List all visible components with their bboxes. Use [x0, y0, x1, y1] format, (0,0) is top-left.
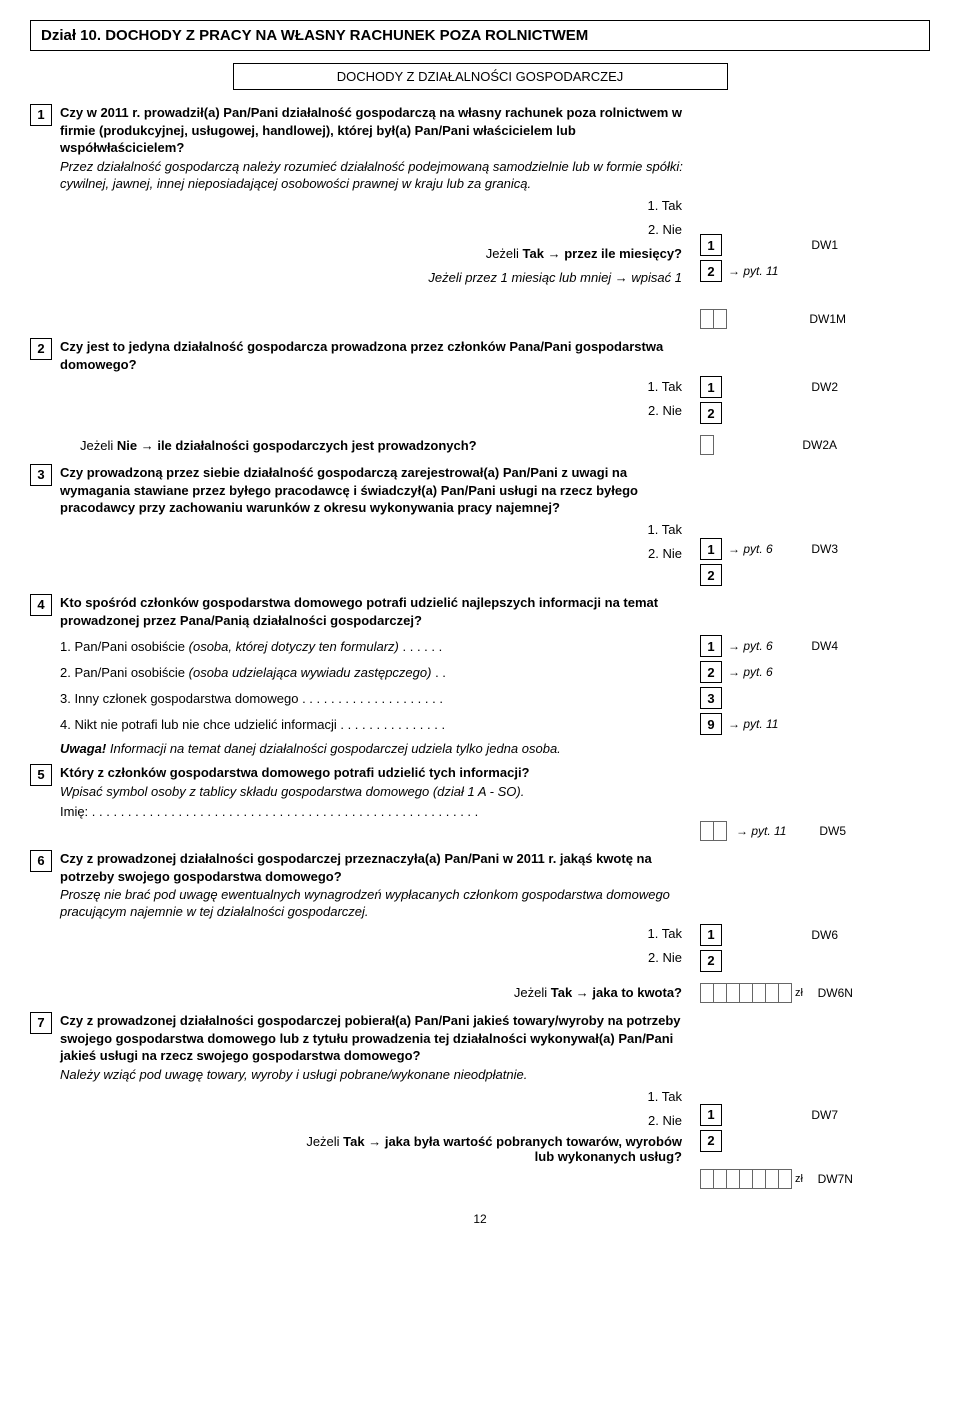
q1-nie-code[interactable]: 2 [700, 260, 722, 282]
q2-nie-label: 2. Nie [60, 403, 692, 418]
page-number: 12 [30, 1212, 930, 1226]
q7-amount-input[interactable] [700, 1169, 791, 1189]
q3-nie-code[interactable]: 2 [700, 564, 722, 586]
q1-tak-var: DW1 [792, 238, 838, 252]
q4-opt1-skip: → pyt. 6 [728, 639, 784, 653]
q7-nie-code[interactable]: 2 [700, 1130, 722, 1152]
q7-note: Należy wziąć pod uwagę towary, wyroby i … [60, 1067, 692, 1084]
section-title: Dział 10. DOCHODY Z PRACY NA WŁASNY RACH… [30, 20, 930, 51]
q7-unit: zł [795, 1173, 803, 1185]
q7-tak-label: 1. Tak [60, 1089, 692, 1104]
q7-number: 7 [30, 1012, 52, 1034]
q2-count-var: DW2A [791, 438, 837, 452]
q5-symbol-input[interactable] [700, 821, 726, 841]
q3-text: Czy prowadzoną przez siebie działalność … [60, 464, 692, 517]
q6-number: 6 [30, 850, 52, 872]
q2-follow-prompt: Jeżeli Nie → ile działalności gospodarcz… [80, 438, 477, 453]
q1-tak-code[interactable]: 1 [700, 234, 722, 256]
q7-follow-prompt: Jeżeli Tak → jaka była wartość pobranych… [306, 1134, 682, 1164]
q4-opt3-code[interactable]: 3 [700, 687, 722, 709]
q4-opt4-skip: → pyt. 11 [728, 717, 784, 731]
q1-follow-note: Jeżeli przez 1 miesiąc lub mniej → wpisa… [60, 270, 692, 287]
q1-months-input[interactable] [700, 309, 726, 329]
q5-var: DW5 [800, 824, 846, 838]
q1-follow-prompt: Jeżeli Tak → przez ile miesięcy? [486, 246, 682, 261]
q7-text: Czy z prowadzonej działalności gospodarc… [60, 1012, 692, 1065]
q1-months-var: DW1M [800, 312, 846, 326]
q4-text: Kto spośród członków gospodarstwa domowe… [60, 594, 692, 629]
q2-tak-label: 1. Tak [60, 379, 692, 394]
q4-opt1-code[interactable]: 1 [700, 635, 722, 657]
q4-opt2-code[interactable]: 2 [700, 661, 722, 683]
q7-tak-var: DW7 [792, 1108, 838, 1122]
q2-count-input[interactable] [700, 435, 713, 455]
q7-nie-label: 2. Nie [60, 1113, 692, 1128]
q4-opt2-skip: → pyt. 6 [728, 665, 784, 679]
q2-number: 2 [30, 338, 52, 360]
q2-text: Czy jest to jedyna działalność gospodarc… [60, 338, 692, 373]
q3-tak-code[interactable]: 1 [700, 538, 722, 560]
q3-tak-var: DW3 [792, 542, 838, 556]
q6-nie-label: 2. Nie [60, 950, 692, 965]
q3-tak-label: 1. Tak [60, 522, 692, 537]
q6-tak-label: 1. Tak [60, 926, 692, 941]
q7-tak-code[interactable]: 1 [700, 1104, 722, 1126]
q4-opt3: 3. Inny członek gospodarstwa domowego . … [60, 691, 700, 706]
q4-opt4: 4. Nikt nie potrafi lub nie chce udzieli… [60, 717, 700, 732]
q1-nie-label: 2. Nie [60, 222, 692, 237]
q3-tak-skip: → pyt. 6 [728, 542, 784, 556]
q4-note: Uwaga! Informacji na temat danej działal… [60, 741, 930, 758]
q6-tak-var: DW6 [792, 928, 838, 942]
q6-tak-code[interactable]: 1 [700, 924, 722, 946]
q4-opt4-code[interactable]: 9 [700, 713, 722, 735]
q5-imie-line: Imię: . . . . . . . . . . . . . . . . . … [60, 804, 692, 819]
q6-nie-code[interactable]: 2 [700, 950, 722, 972]
q4-opt1: 1. Pan/Pani osobiście (osoba, której dot… [60, 639, 700, 654]
q5-text: Który z członków gospodarstwa domowego p… [60, 764, 692, 782]
q5-number: 5 [30, 764, 52, 786]
q4-number: 4 [30, 594, 52, 616]
q3-nie-label: 2. Nie [60, 546, 692, 561]
q6-note: Proszę nie brać pod uwagę ewentualnych w… [60, 887, 692, 921]
q1-tak-label: 1. Tak [60, 198, 692, 213]
q3-number: 3 [30, 464, 52, 486]
q1-nie-skip: → pyt. 11 [728, 264, 784, 278]
q4-opt1-var: DW4 [792, 639, 838, 653]
q7-amount-var: DW7N [807, 1172, 853, 1186]
q5-note: Wpisać symbol osoby z tablicy składu gos… [60, 784, 692, 801]
q1-note: Przez działalność gospodarczą należy roz… [60, 159, 692, 193]
q2-tak-var: DW2 [792, 380, 838, 394]
subsection-title: DOCHODY Z DZIAŁALNOŚCI GOSPODARCZEJ [233, 63, 728, 90]
q4-opt2: 2. Pan/Pani osobiście (osoba udzielająca… [60, 665, 700, 680]
q1-text: Czy w 2011 r. prowadził(a) Pan/Pani dzia… [60, 104, 692, 157]
q6-follow-prompt: Jeżeli Tak → jaka to kwota? [514, 985, 682, 1000]
q6-amount-var: DW6N [807, 986, 853, 1000]
q6-amount-input[interactable] [700, 983, 791, 1003]
q2-tak-code[interactable]: 1 [700, 376, 722, 398]
q1-number: 1 [30, 104, 52, 126]
q2-nie-code[interactable]: 2 [700, 402, 722, 424]
q6-unit: zł [795, 987, 803, 999]
q6-text: Czy z prowadzonej działalności gospodarc… [60, 850, 692, 885]
q5-skip: → pyt. 11 [736, 824, 792, 838]
